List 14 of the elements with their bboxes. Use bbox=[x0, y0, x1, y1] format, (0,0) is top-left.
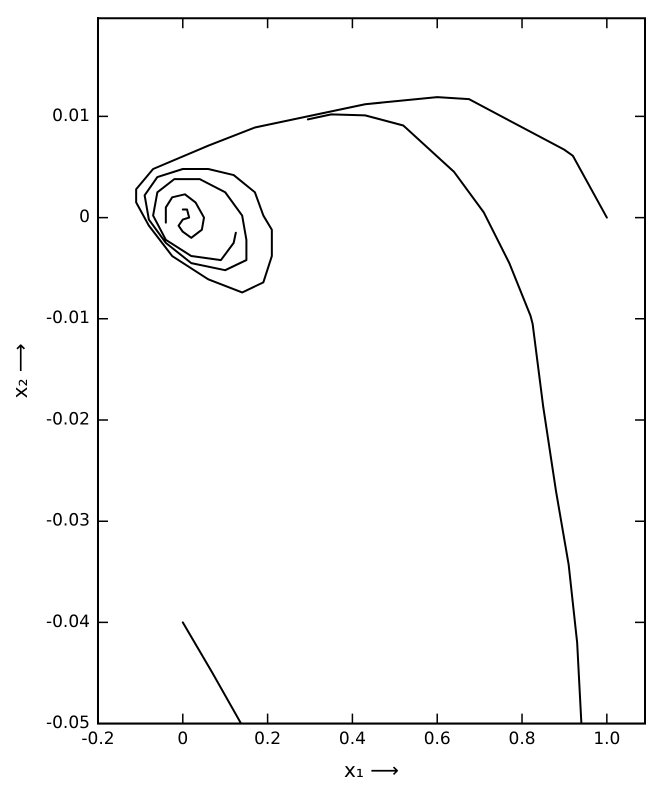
x-tick-label: 0 bbox=[177, 729, 188, 750]
x-tick-label: 0.6 bbox=[424, 729, 451, 750]
x-tick-label: 1.0 bbox=[593, 729, 620, 750]
y-tick-label: 0.01 bbox=[52, 106, 90, 126]
y-tick-label: -0.03 bbox=[46, 510, 90, 531]
x-tick-label: 0.4 bbox=[338, 729, 366, 750]
y-tick-label: 0 bbox=[79, 206, 90, 227]
x-tick-label: 0.8 bbox=[508, 729, 536, 750]
x-axis-title: x₁ ⟶ bbox=[344, 758, 399, 782]
y-axis-title: x₂ ⟶ bbox=[8, 343, 32, 398]
y-tick-label: -0.02 bbox=[46, 409, 90, 430]
y-tick-label: -0.01 bbox=[46, 308, 90, 328]
x-tick-label: 0.2 bbox=[254, 729, 282, 750]
y-tick-label: -0.04 bbox=[46, 612, 90, 632]
